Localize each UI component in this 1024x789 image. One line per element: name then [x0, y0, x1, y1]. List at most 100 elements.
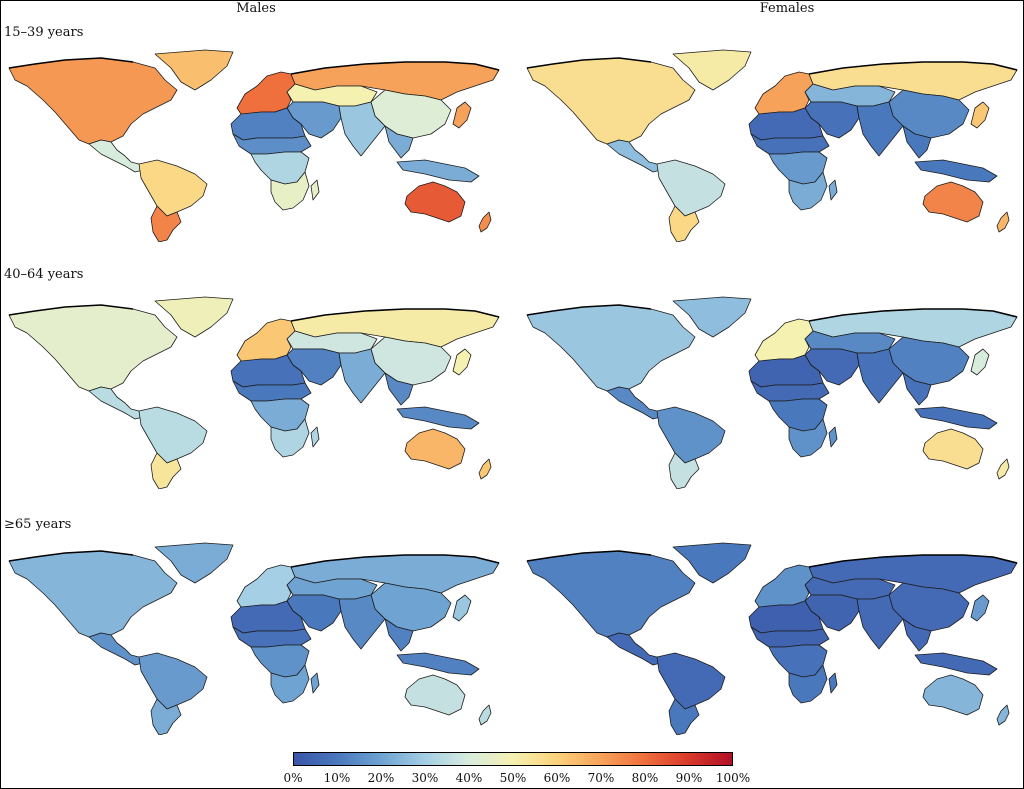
region-south-america-south [150, 698, 182, 735]
world-map [8, 542, 500, 735]
region-southeast-asia [902, 372, 998, 430]
region-japan [452, 348, 472, 376]
legend-tick-label: 60% [543, 771, 571, 785]
map-females-15-39 [523, 46, 1019, 242]
column-header-females: Females [759, 1, 815, 16]
map-males-40-64 [5, 293, 501, 489]
region-south-asia [856, 594, 904, 650]
legend-tick-label: 30% [411, 771, 439, 785]
color-legend [293, 752, 733, 768]
region-southeast-asia [902, 618, 998, 676]
region-japan [452, 594, 472, 622]
region-greenland [154, 542, 234, 584]
region-australia [404, 428, 466, 470]
arctic-coastline [526, 57, 1018, 75]
row-label-15-39: 15–39 years [4, 25, 84, 40]
region-southern-africa [788, 171, 838, 211]
arctic-coastline [526, 304, 1018, 322]
map-males-65-plus [5, 539, 501, 735]
row-label-40-64: 40–64 years [4, 267, 84, 282]
region-southern-africa [270, 664, 320, 704]
region-southern-africa [788, 664, 838, 704]
region-central-america [606, 386, 662, 420]
region-greenland [672, 49, 752, 91]
region-australia [404, 181, 466, 223]
region-greenland [154, 49, 234, 91]
region-southern-africa [270, 418, 320, 458]
region-north-america [526, 304, 696, 392]
arctic-coastline [8, 304, 500, 322]
region-greenland [154, 296, 234, 338]
legend-tick-label: 0% [283, 771, 303, 785]
region-southeast-asia [384, 372, 480, 430]
world-map [526, 49, 1018, 242]
legend-tick-label: 50% [499, 771, 527, 785]
region-central-america [606, 632, 662, 666]
legend-tick-label: 100% [715, 771, 751, 785]
region-greenland [672, 542, 752, 584]
region-south-america-north [656, 652, 726, 710]
region-south-america-north [656, 159, 726, 217]
region-greenland [672, 296, 752, 338]
region-north-america [526, 57, 696, 145]
region-south-asia [338, 348, 386, 404]
legend-tick-label: 90% [675, 771, 703, 785]
arctic-coastline [8, 57, 500, 75]
region-south-america-north [138, 159, 208, 217]
row-label-65-plus: ≥65 years [4, 517, 72, 532]
region-australia [404, 674, 466, 716]
region-south-america-south [668, 205, 700, 242]
region-south-america-south [150, 452, 182, 489]
legend-tick-label: 20% [367, 771, 395, 785]
region-southeast-asia [384, 125, 480, 183]
region-southeast-asia [902, 125, 998, 183]
region-japan [970, 594, 990, 622]
region-north-america [8, 57, 178, 145]
legend-tick-label: 80% [631, 771, 659, 785]
arctic-coastline [8, 550, 500, 568]
region-north-america [526, 550, 696, 638]
region-central-america [606, 139, 662, 173]
region-southern-africa [270, 171, 320, 211]
world-map [526, 296, 1018, 489]
map-males-15-39 [5, 46, 501, 242]
region-australia [922, 674, 984, 716]
region-new-zealand [478, 458, 492, 480]
region-new-zealand [478, 211, 492, 233]
region-southeast-asia [384, 618, 480, 676]
region-south-asia [338, 594, 386, 650]
region-south-america-north [656, 406, 726, 464]
region-new-zealand [996, 211, 1010, 233]
region-south-america-north [138, 406, 208, 464]
region-central-america [88, 139, 144, 173]
column-header-males: Males [236, 1, 276, 16]
map-females-40-64 [523, 293, 1019, 489]
region-new-zealand [996, 704, 1010, 726]
map-females-65-plus [523, 539, 1019, 735]
region-australia [922, 181, 984, 223]
region-south-america-south [150, 205, 182, 242]
region-new-zealand [996, 458, 1010, 480]
legend-tick-label: 10% [323, 771, 351, 785]
region-south-america-south [668, 698, 700, 735]
region-north-america [8, 304, 178, 392]
legend-tick-label: 40% [455, 771, 483, 785]
legend-tick-label: 70% [587, 771, 615, 785]
world-map [8, 296, 500, 489]
region-south-asia [338, 101, 386, 157]
region-japan [452, 101, 472, 129]
region-new-zealand [478, 704, 492, 726]
region-south-america-south [668, 452, 700, 489]
world-map [526, 542, 1018, 735]
region-central-america [88, 386, 144, 420]
region-north-america [8, 550, 178, 638]
region-japan [970, 101, 990, 129]
region-japan [970, 348, 990, 376]
region-central-america [88, 632, 144, 666]
region-south-asia [856, 348, 904, 404]
legend-color-bar [293, 752, 733, 766]
region-australia [922, 428, 984, 470]
region-southern-africa [788, 418, 838, 458]
arctic-coastline [526, 550, 1018, 568]
